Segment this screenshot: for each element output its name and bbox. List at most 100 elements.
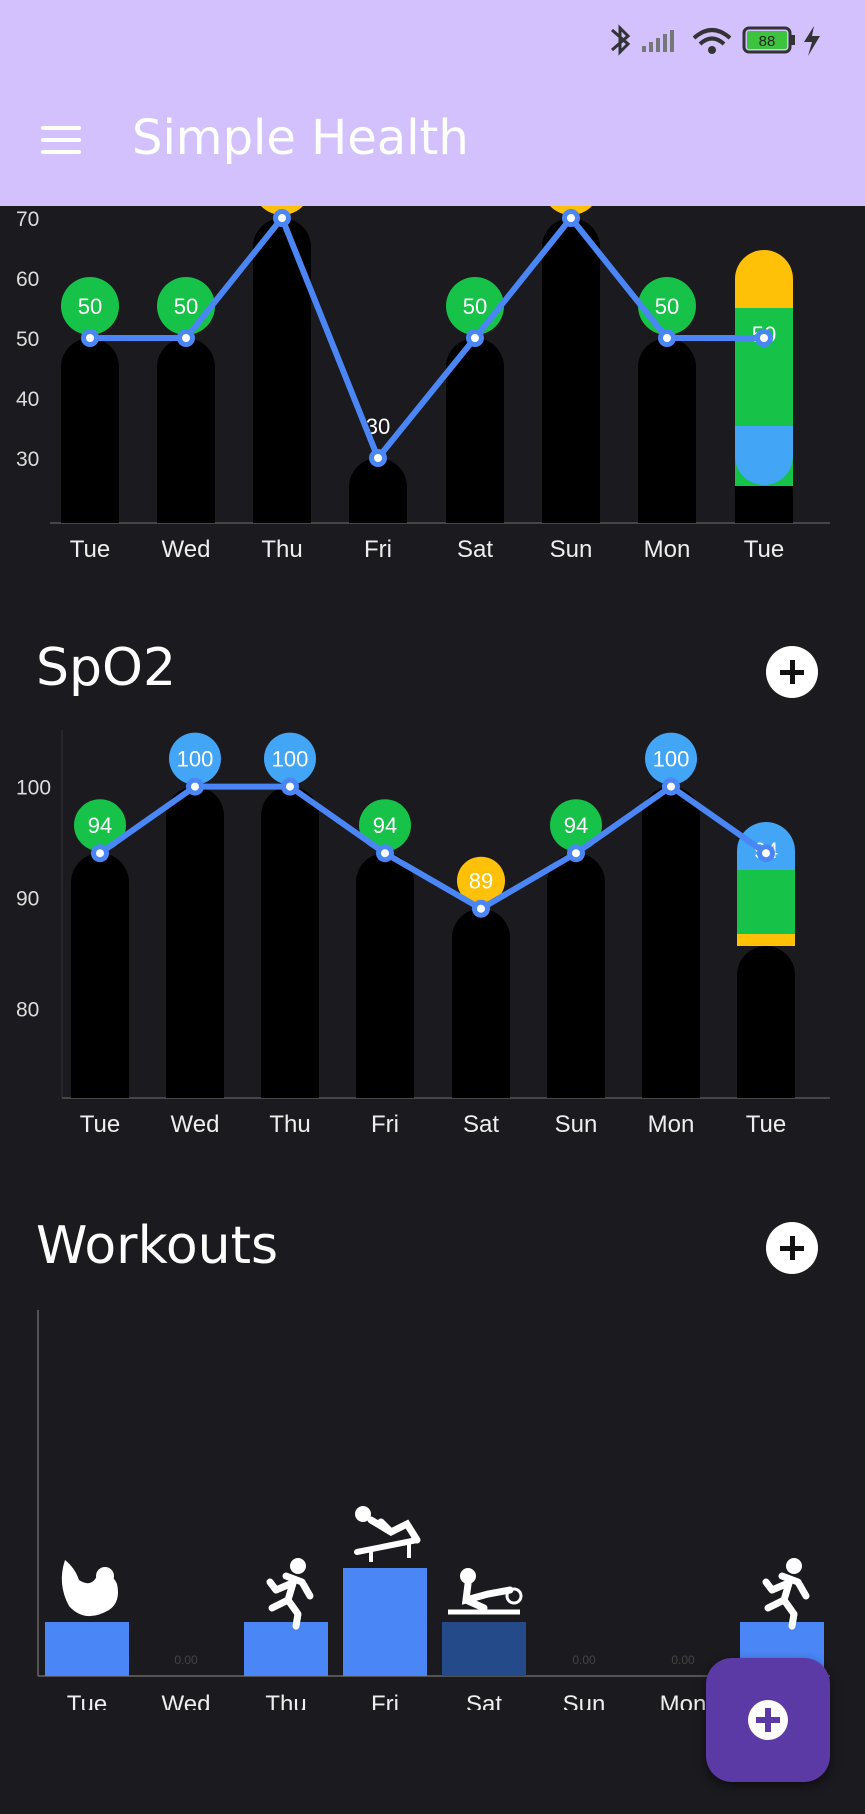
data-point-center <box>572 849 580 858</box>
x-tick-label: Fri <box>364 536 392 563</box>
data-label: 100 <box>272 747 309 772</box>
data-label: 100 <box>177 747 214 772</box>
bluetooth-icon <box>611 24 631 56</box>
run-icon <box>762 1558 810 1630</box>
x-tick-label: Sun <box>563 1691 606 1710</box>
y-tick-label: 70 <box>16 208 39 231</box>
app-title: Simple Health <box>132 110 469 166</box>
crunch-icon <box>61 1560 118 1617</box>
value-bubble <box>359 799 411 852</box>
data-point-center <box>663 334 671 342</box>
value-bubble <box>645 732 697 785</box>
menu-icon[interactable] <box>38 120 84 160</box>
bar <box>638 338 696 523</box>
workouts-section-title: Workouts <box>36 1216 279 1276</box>
data-point-center <box>191 782 199 791</box>
add-spo2-button[interactable] <box>766 646 818 698</box>
app-bar: Simple Health <box>0 82 865 206</box>
bar <box>343 1568 427 1676</box>
data-label: 50 <box>78 294 102 319</box>
data-point-center <box>667 782 675 791</box>
value-bubble <box>264 732 316 785</box>
x-tick-label: Mon <box>644 536 691 563</box>
data-point-center <box>381 849 389 858</box>
x-tick-label: Fri <box>371 1691 399 1710</box>
x-tick-label: Wed <box>171 1111 220 1138</box>
y-tick-label: 100 <box>16 777 51 800</box>
data-point-center <box>471 334 479 342</box>
x-tick-label: Thu <box>269 1111 310 1138</box>
value-bubble <box>74 799 126 852</box>
battery-level: 88 <box>759 33 776 50</box>
series-line <box>90 215 764 461</box>
bar <box>349 458 407 523</box>
bar <box>735 486 793 523</box>
bar <box>166 786 224 1098</box>
data-point-center <box>762 849 770 858</box>
data-point-center <box>286 782 294 791</box>
x-tick-label: Thu <box>261 536 302 563</box>
data-point-center <box>278 214 286 222</box>
spo2-section-title: SpO2 <box>36 638 177 698</box>
x-tick-label: Mon <box>660 1691 707 1710</box>
data-label: 94 <box>373 813 397 838</box>
data-point-center <box>760 334 768 342</box>
empty-value-label: 0.00 <box>572 1653 596 1667</box>
bar <box>542 218 600 523</box>
signal-icon <box>642 30 674 52</box>
heart-chart-plot: 70605040305050703050705050TueWedThuFriSa… <box>16 206 830 563</box>
data-point-center <box>477 904 485 913</box>
x-tick-label: Tue <box>67 1691 107 1710</box>
y-tick-label: 90 <box>16 888 39 911</box>
bar-range-low <box>735 426 793 485</box>
value-bubble <box>169 732 221 785</box>
bar <box>452 908 510 1098</box>
x-tick-label: Tue <box>746 1111 786 1138</box>
data-label: 100 <box>653 747 690 772</box>
spo2-chart: 10090809410010094899410094TueWedThuFriSa… <box>16 730 830 1138</box>
data-label: 94 <box>564 813 588 838</box>
add-entry-fab[interactable] <box>706 1658 830 1782</box>
data-label: 94 <box>88 813 112 838</box>
data-point-center <box>86 334 94 342</box>
plus-circle-icon <box>748 1700 788 1740</box>
bar <box>157 338 215 523</box>
x-tick-label: Sat <box>466 1691 502 1710</box>
x-tick-label: Sun <box>555 1111 598 1138</box>
bar <box>356 853 414 1098</box>
y-tick-label: 40 <box>16 388 39 411</box>
data-point-center <box>567 214 575 222</box>
bar <box>61 338 119 523</box>
empty-value-label: 0.00 <box>671 1653 695 1667</box>
x-tick-label: Wed <box>162 1691 211 1710</box>
y-tick-label: 60 <box>16 268 39 291</box>
charging-icon <box>804 26 820 56</box>
bar <box>45 1622 129 1676</box>
data-label: 50 <box>174 294 198 319</box>
bar <box>737 946 795 1098</box>
x-tick-label: Fri <box>371 1111 399 1138</box>
wifi-icon <box>692 28 732 54</box>
value-bubble <box>61 277 119 335</box>
heart-rate-chart: 70605040305050703050705050TueWedThuFriSa… <box>16 206 830 563</box>
battery-icon: 88 <box>742 26 795 54</box>
x-tick-label: Tue <box>70 536 110 563</box>
series-line <box>98 783 768 912</box>
x-tick-label: Sat <box>463 1111 499 1138</box>
empty-value-label: 0.00 <box>174 1653 198 1667</box>
value-bubble <box>457 856 505 905</box>
rowing-icon <box>448 1568 523 1615</box>
bar <box>442 1622 526 1676</box>
bar <box>253 218 311 523</box>
x-tick-label: Wed <box>162 536 211 563</box>
bar <box>71 853 129 1098</box>
add-workout-button[interactable] <box>766 1222 818 1274</box>
bar <box>261 786 319 1098</box>
data-point-center <box>374 454 382 462</box>
x-tick-label: Tue <box>80 1111 120 1138</box>
data-label: 50 <box>463 294 487 319</box>
sit-up-icon <box>354 1506 421 1562</box>
x-tick-label: Thu <box>265 1691 306 1710</box>
